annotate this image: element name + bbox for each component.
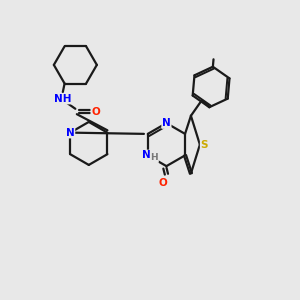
Text: H: H [151,153,158,162]
Text: N: N [142,150,151,161]
Text: S: S [201,140,208,150]
Text: N: N [66,128,74,138]
Text: NH: NH [54,94,72,103]
Text: O: O [158,178,167,188]
Text: N: N [162,118,171,128]
Text: O: O [91,107,100,117]
